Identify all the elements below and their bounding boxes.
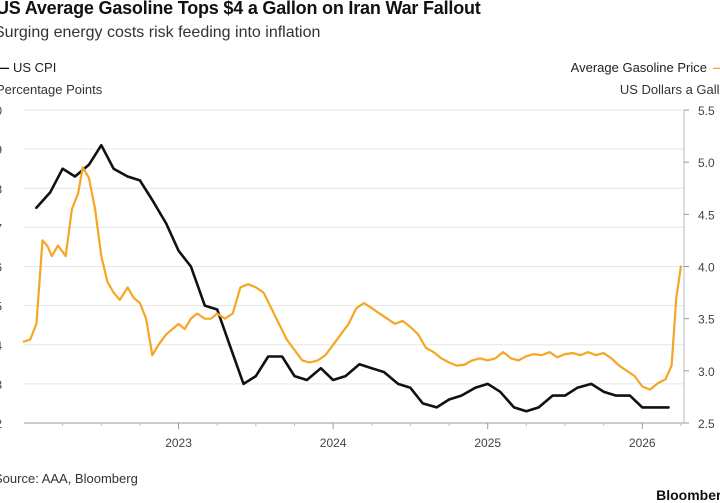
y-right-tick-label: 3.5 — [698, 313, 715, 327]
y-right-tick-label: 5.0 — [698, 156, 715, 170]
legend-gas-swatch: — — [713, 60, 720, 75]
chart-title: US Average Gasoline Tops $4 a Gallon on … — [0, 0, 481, 18]
x-tick-label: 2024 — [320, 436, 347, 450]
brand-logo: Bloomberg — [656, 487, 720, 503]
legend-cpi-label: US CPI — [13, 60, 57, 75]
y-left-tick-label: 5 — [0, 300, 2, 314]
y-right-tick-label: 4.5 — [698, 208, 715, 222]
y-left-tick-label: 9 — [0, 143, 2, 157]
y-left-tick-label: 2 — [0, 417, 2, 431]
y-right-tick-label: 5.5 — [698, 104, 715, 118]
x-tick-label: 2023 — [165, 436, 192, 450]
legend-left: — US CPI — [0, 60, 56, 75]
y-left-tick-label: 10 — [0, 104, 2, 118]
left-axis-unit: Percentage Points — [0, 82, 103, 97]
y-left-tick-label: 4 — [0, 339, 2, 353]
right-axis-unit: US Dollars a Gallon — [619, 82, 720, 97]
source-note: Source: AAA, Bloomberg — [0, 471, 138, 486]
chart-subtitle: Surging energy costs risk feeding into i… — [0, 24, 321, 41]
y-right-tick-label: 4.0 — [698, 261, 715, 275]
legend-right: Average Gasoline Price — — [571, 60, 720, 75]
y-left-tick-label: 8 — [0, 182, 2, 196]
legend-cpi-swatch: — — [0, 60, 9, 75]
x-tick-label: 2025 — [474, 436, 501, 450]
y-right-tick-label: 3.0 — [698, 365, 715, 379]
y-left-tick-label: 7 — [0, 221, 2, 235]
y-left-tick-label: 3 — [0, 378, 2, 392]
series-line-us-cpi — [35, 143, 670, 413]
legend-gas-label: Average Gasoline Price — [570, 60, 707, 75]
series-line-gasoline-price — [22, 166, 683, 391]
y-left-tick-label: 6 — [0, 261, 2, 275]
x-tick-label: 2026 — [629, 436, 656, 450]
y-right-tick-label: 2.5 — [698, 417, 715, 431]
